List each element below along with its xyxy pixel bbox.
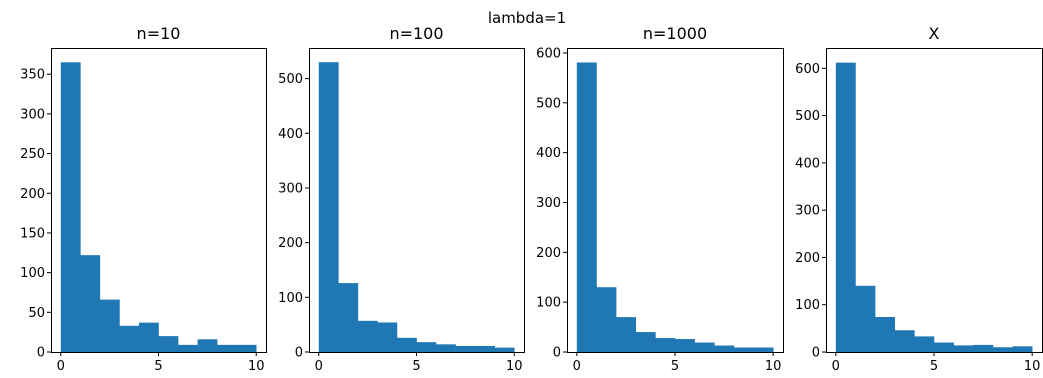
panel-title: X <box>929 24 940 43</box>
histogram-bar <box>119 325 140 352</box>
histogram-bar <box>99 299 120 352</box>
panel-4: 0 100 200 300 400 500 600 0 5 10 X <box>795 24 1043 374</box>
histogram-bar <box>416 342 437 352</box>
histogram-bar <box>475 345 495 352</box>
histogram-bar <box>992 347 1013 352</box>
histogram-bar <box>178 344 198 352</box>
y-tick-label: 300 <box>20 107 45 122</box>
histogram-bar <box>753 347 774 352</box>
histogram-bar <box>396 337 417 352</box>
histogram-bar <box>197 339 218 352</box>
panel-title: n=10 <box>137 24 181 43</box>
y-tick-label: 300 <box>278 181 303 196</box>
histogram-bar <box>894 330 915 352</box>
x-tick-label: 0 <box>832 359 840 374</box>
histogram-bar <box>914 336 935 352</box>
histogram-bar <box>158 336 179 352</box>
y-tick-label: 100 <box>278 291 303 306</box>
histogram-bar <box>675 339 695 352</box>
x-tick-label: 10 <box>1024 359 1041 374</box>
x-tick-label: 5 <box>412 359 420 374</box>
y-tick-label: 400 <box>795 156 820 171</box>
histogram-bar <box>694 342 715 352</box>
y-tick-label: 300 <box>536 196 561 211</box>
y-tick-label: 250 <box>20 147 45 162</box>
histogram-bar <box>377 322 398 352</box>
histogram-bar <box>973 344 994 352</box>
y-tick-label: 200 <box>278 236 303 251</box>
histogram-bar <box>217 344 237 352</box>
histogram-bar <box>138 322 159 352</box>
histogram-bar <box>80 255 101 352</box>
histogram-bar <box>733 347 754 352</box>
x-tick-label: 5 <box>671 359 679 374</box>
x-tick-label: 0 <box>573 359 581 374</box>
histogram-bar <box>60 62 81 353</box>
y-tick-label: 600 <box>536 46 561 61</box>
y-tick-label: 200 <box>20 187 45 202</box>
y-tick-label: 0 <box>553 346 561 361</box>
y-tick-label: 400 <box>278 127 303 142</box>
x-tick-label: 10 <box>248 359 265 374</box>
histogram-bar <box>1012 346 1033 352</box>
y-tick-label: 0 <box>37 346 45 361</box>
x-tick-label: 10 <box>765 359 782 374</box>
y-tick-label: 500 <box>795 109 820 124</box>
histogram-bar <box>635 332 656 352</box>
y-tick-label: 150 <box>20 226 45 241</box>
x-tick-label: 0 <box>57 359 65 374</box>
y-tick-label: 100 <box>20 266 45 281</box>
histogram-bar <box>616 317 637 352</box>
x-tick-label: 10 <box>506 359 523 374</box>
histogram-bar <box>875 317 896 352</box>
panel-1: 0 50 100 150 200 250 300 350 0 5 10 n=10 <box>20 24 267 374</box>
x-tick-label: 5 <box>154 359 162 374</box>
histogram-bar <box>855 285 876 352</box>
panel-title: n=100 <box>389 24 443 43</box>
y-tick-label: 500 <box>278 72 303 87</box>
histogram-bar <box>436 344 456 352</box>
histogram-bar <box>934 342 954 352</box>
histogram-bar <box>338 283 359 352</box>
histogram-bar <box>494 347 515 352</box>
panel-2: 0 100 200 300 400 500 0 5 10 n=100 <box>278 24 525 374</box>
x-tick-label: 0 <box>315 359 323 374</box>
y-tick-label: 300 <box>795 204 820 219</box>
y-tick-label: 500 <box>536 96 561 111</box>
histogram-bar <box>236 344 257 352</box>
y-tick-label: 100 <box>536 296 561 311</box>
histogram-bar <box>596 287 617 352</box>
y-tick-label: 0 <box>295 346 303 361</box>
y-tick-label: 200 <box>536 246 561 261</box>
y-tick-label: 600 <box>795 62 820 77</box>
histogram-bar <box>455 345 476 352</box>
figure-suptitle: lambda=1 <box>488 9 566 27</box>
x-tick-label: 5 <box>930 359 938 374</box>
panel-3: 0 100 200 300 400 500 600 0 5 10 n=1000 <box>536 24 784 374</box>
y-tick-label: 200 <box>795 251 820 266</box>
y-tick-label: 350 <box>20 68 45 83</box>
histogram-bar <box>357 320 378 352</box>
y-tick-label: 50 <box>28 306 45 321</box>
y-tick-label: 0 <box>812 346 820 361</box>
histogram-bar <box>953 345 974 352</box>
y-tick-label: 100 <box>795 298 820 313</box>
histogram-bar <box>835 62 856 352</box>
histogram-bar <box>655 338 676 352</box>
panel-title: n=1000 <box>643 24 707 43</box>
histogram-bar <box>576 62 597 353</box>
y-tick-label: 400 <box>536 146 561 161</box>
histogram-bar <box>318 62 339 353</box>
histogram-bar <box>714 345 735 352</box>
